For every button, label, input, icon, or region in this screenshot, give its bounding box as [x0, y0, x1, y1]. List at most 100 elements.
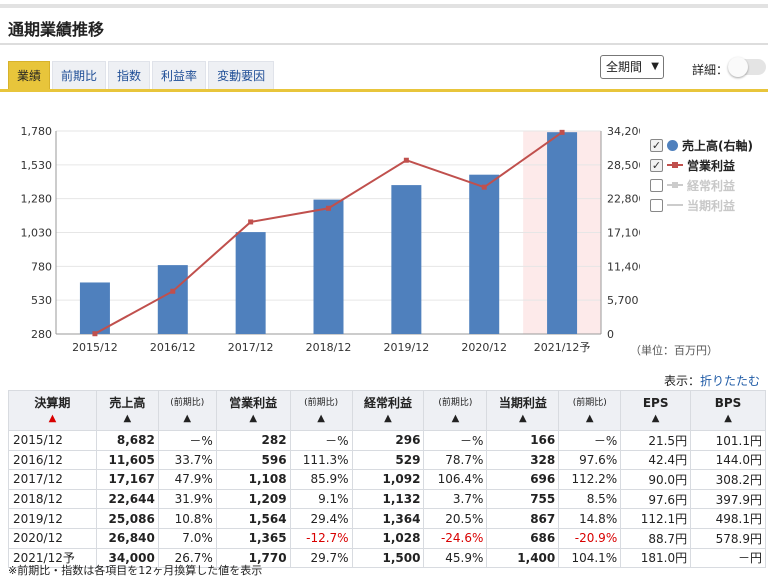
sort-triangle-icon[interactable]: ▲: [249, 412, 258, 424]
bar-sales: [235, 232, 266, 334]
sort-triangle-icon[interactable]: ▲: [651, 412, 660, 424]
column-header[interactable]: (前期比) ▲: [423, 390, 488, 431]
column-header[interactable]: 営業利益 ▲: [215, 390, 291, 431]
point-operating-profit: [326, 205, 331, 211]
table-cell: 112.2%: [558, 469, 622, 490]
bar-sales: [313, 199, 344, 334]
table-cell: 88.7円: [620, 527, 692, 549]
column-header[interactable]: 経常利益 ▲: [351, 390, 425, 431]
table-row: 2020/12 26,840 7.0% 1,365 -12.7% 1,028 -24.6% 6…: [8, 527, 766, 549]
legend-sales[interactable]: ✓ 売上高(右軸): [650, 135, 753, 155]
sort-triangle-icon[interactable]: ▲: [451, 412, 460, 424]
tab-margin[interactable]: 利益率: [152, 61, 207, 89]
sort-triangle-icon[interactable]: ▲: [48, 412, 57, 424]
tab-yoy[interactable]: 前期比: [52, 61, 107, 89]
table-cell: 296: [351, 430, 425, 451]
legend-ordinary-profit[interactable]: 経常利益: [650, 175, 753, 195]
table-cell: 26.7%: [157, 547, 217, 569]
left-tick-label: 780: [31, 260, 52, 273]
sort-triangle-icon[interactable]: ▲: [183, 412, 192, 424]
sort-triangle-icon[interactable]: ▲: [384, 412, 392, 424]
table-cell: 29.7%: [289, 547, 353, 569]
checkbox-checked-icon[interactable]: ✓: [650, 158, 663, 172]
legend-sales-label: 売上高(右軸): [682, 138, 753, 153]
table-cell: -12.7%: [289, 527, 353, 549]
table-cell: 1,364: [351, 508, 425, 529]
table-cell: 26,840: [95, 527, 159, 549]
table-cell: 22,644: [95, 488, 159, 510]
sort-triangle-icon[interactable]: ▲: [518, 412, 527, 424]
table-cell: 144.0円: [690, 449, 766, 471]
table-cell: 2020/12: [8, 527, 97, 549]
x-tick-label: 2017/12: [228, 341, 274, 354]
table-cell: 1,564: [215, 508, 291, 529]
legend-line-icon: [667, 204, 683, 206]
table-row: 2017/12 17,167 47.9% 1,108 85.9% 1,092 106.4% 6…: [8, 469, 766, 490]
point-operating-profit: [170, 288, 176, 294]
right-tick-label: 34,200: [607, 125, 640, 138]
display-controls: 表示：折りたたむ: [664, 372, 760, 389]
top-rule: [0, 4, 768, 8]
table-body: 2015/12 8,682 －% 282 －% 296 －% 166 －% 21.5円 101.1円…: [8, 430, 766, 569]
table-cell: 181.0円: [620, 547, 692, 569]
tab-factors[interactable]: 変動要因: [208, 61, 275, 89]
table-row: 2018/12 22,644 31.9% 1,209 9.1% 1,132 3.7% 755 8…: [8, 488, 766, 510]
detail-toggle[interactable]: [728, 57, 766, 77]
table-row: 2015/12 8,682 －% 282 －% 296 －% 166 －% 21.5円 101.1円: [8, 430, 766, 451]
tab-index[interactable]: 指数: [108, 61, 151, 89]
table-cell: 97.6円: [620, 488, 692, 510]
bar-sales: [391, 185, 422, 334]
table-cell: 2017/12: [8, 469, 97, 490]
bar-sales: [547, 132, 578, 334]
column-header[interactable]: (前期比) ▲: [558, 390, 622, 431]
table-cell: 686: [486, 527, 560, 549]
checkbox-unchecked-icon[interactable]: [650, 178, 663, 192]
table-cell: 90.0円: [620, 469, 692, 490]
table-cell: 42.4円: [620, 449, 692, 471]
legend-operating-profit[interactable]: ✓ 営業利益: [650, 155, 753, 175]
tab-results[interactable]: 業績: [8, 61, 51, 89]
right-tick-label: 0: [607, 328, 614, 341]
table-cell: 14.8%: [558, 508, 622, 529]
table-cell: 1,400: [486, 547, 560, 569]
table-cell: 755: [486, 488, 560, 510]
table-cell: 2015/12: [8, 430, 97, 451]
table-cell: 85.9%: [289, 469, 353, 490]
table-cell: 3.7%: [423, 488, 488, 510]
table-cell: 112.1円: [620, 508, 692, 529]
left-tick-label: 1,030: [21, 227, 53, 240]
column-header[interactable]: (前期比) ▲: [289, 390, 353, 431]
right-tick-label: 22,800: [607, 193, 640, 206]
sort-triangle-icon[interactable]: ▲: [585, 412, 594, 424]
column-header[interactable]: 当期利益 ▲: [486, 390, 560, 431]
checkbox-unchecked-icon[interactable]: [650, 198, 663, 212]
point-operating-profit: [92, 331, 98, 337]
table-cell: 33.7%: [157, 449, 217, 471]
table-cell: 498.1円: [690, 508, 766, 529]
legend-net-profit[interactable]: 当期利益: [650, 195, 753, 215]
collapse-link[interactable]: 折りたたむ: [700, 374, 761, 388]
column-header-label: BPS: [714, 395, 742, 410]
table-cell: 867: [486, 508, 560, 529]
column-header[interactable]: 売上高 ▲: [95, 390, 159, 431]
table-cell: 282: [215, 430, 291, 451]
column-header[interactable]: EPS ▲: [620, 390, 692, 431]
x-tick-label: 2020/12: [461, 341, 507, 354]
column-header[interactable]: (前期比) ▲: [157, 390, 217, 431]
table-cell: 8,682: [95, 430, 159, 451]
sort-triangle-icon[interactable]: ▲: [724, 412, 732, 424]
table-cell: 21.5円: [620, 430, 692, 451]
column-header-label: (前期比): [438, 397, 473, 408]
table-cell: 696: [486, 469, 560, 490]
checkbox-checked-icon[interactable]: ✓: [650, 138, 663, 152]
sort-triangle-icon[interactable]: ▲: [317, 412, 325, 424]
column-header[interactable]: 決算期 ▲: [8, 390, 97, 431]
column-header-label: EPS: [642, 395, 669, 410]
table-cell: 106.4%: [423, 469, 488, 490]
legend-dot-icon: [667, 139, 678, 151]
sort-triangle-icon[interactable]: ▲: [123, 412, 132, 424]
left-tick-label: 1,780: [21, 125, 53, 138]
column-header[interactable]: BPS ▲: [690, 390, 766, 431]
period-select[interactable]: 全期間 ▼: [600, 55, 664, 79]
right-tick-label: 11,400: [607, 260, 640, 273]
